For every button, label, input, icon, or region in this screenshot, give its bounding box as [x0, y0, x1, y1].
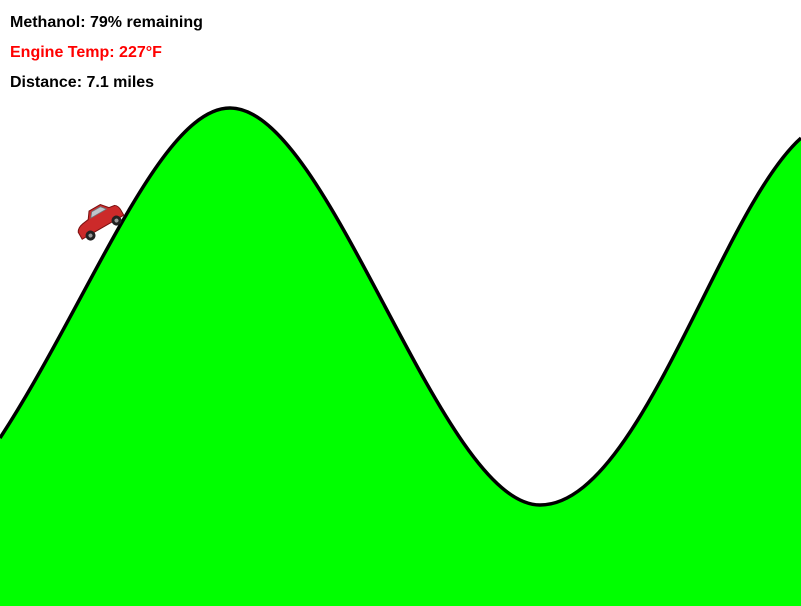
car-body — [77, 203, 125, 240]
hill-fill — [0, 108, 801, 606]
distance-readout: Distance: 7.1 miles — [10, 74, 155, 91]
car-window — [90, 206, 108, 219]
car-icon — [77, 203, 125, 241]
fuel-readout: Methanol: 79% remaining — [10, 14, 203, 31]
engine-temp-readout: Engine Temp: 227°F — [10, 44, 162, 61]
hill-outline — [0, 106, 801, 507]
